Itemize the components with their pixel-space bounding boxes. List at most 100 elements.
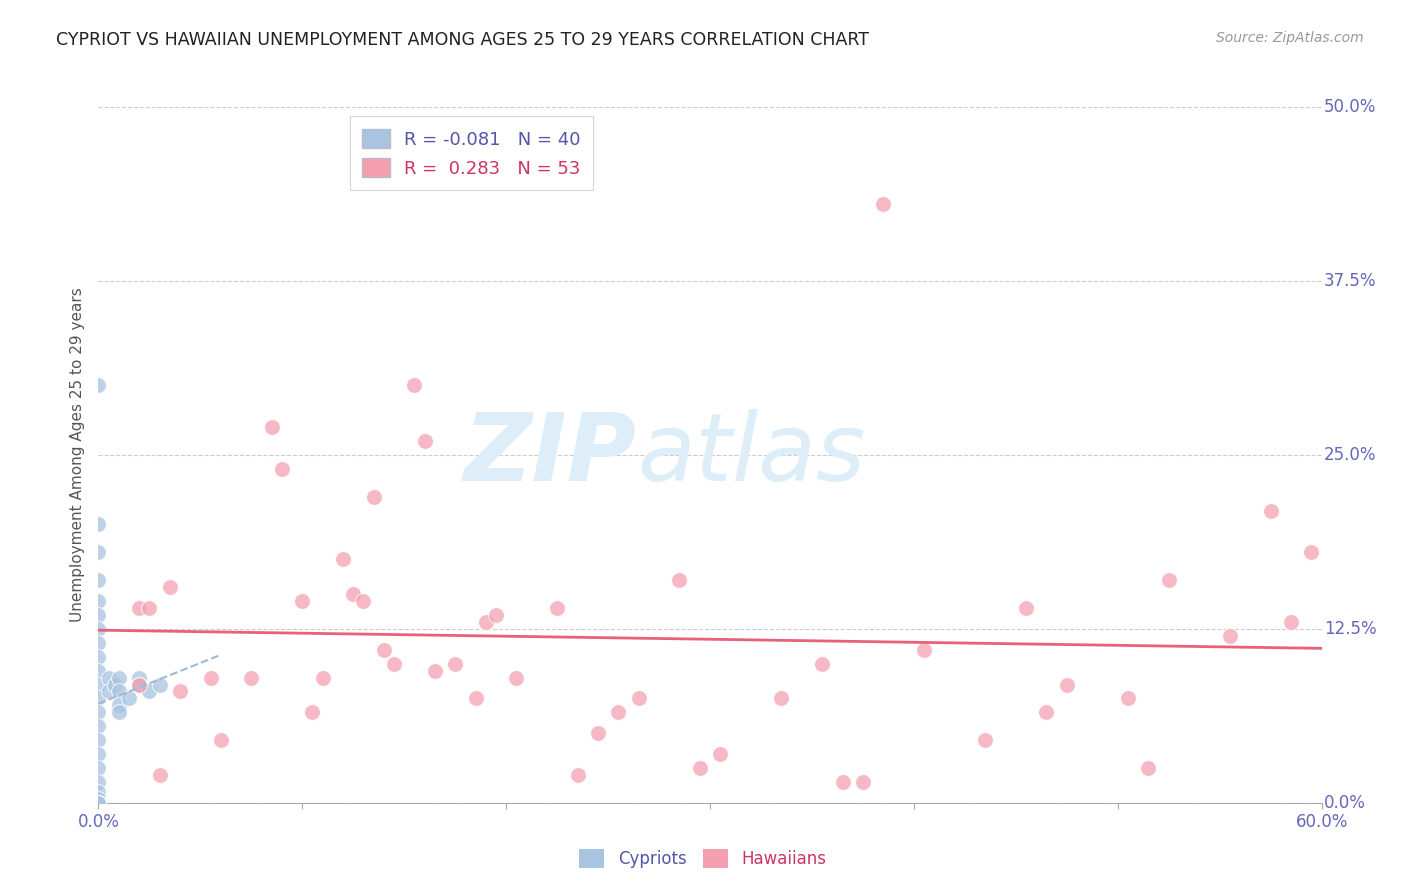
Point	[382, 657, 405, 671]
Point	[104, 677, 127, 691]
Point	[87, 747, 110, 761]
Text: 25.0%: 25.0%	[1324, 446, 1376, 464]
Point	[312, 671, 335, 685]
Text: 37.5%: 37.5%	[1324, 272, 1376, 290]
Point	[87, 796, 110, 810]
Point	[169, 684, 191, 698]
Y-axis label: Unemployment Among Ages 25 to 29 years: Unemployment Among Ages 25 to 29 years	[69, 287, 84, 623]
Point	[128, 677, 150, 691]
Point	[1035, 706, 1057, 720]
Point	[373, 642, 395, 657]
Point	[1116, 691, 1139, 706]
Point	[87, 649, 110, 664]
Point	[474, 615, 498, 629]
Text: CYPRIOT VS HAWAIIAN UNEMPLOYMENT AMONG AGES 25 TO 29 YEARS CORRELATION CHART: CYPRIOT VS HAWAIIAN UNEMPLOYMENT AMONG A…	[56, 31, 869, 49]
Point	[709, 747, 731, 761]
Point	[87, 796, 110, 810]
Point	[97, 684, 120, 698]
Point	[87, 573, 110, 587]
Point	[627, 691, 650, 706]
Point	[87, 733, 110, 747]
Point	[149, 677, 172, 691]
Point	[546, 601, 568, 615]
Text: Source: ZipAtlas.com: Source: ZipAtlas.com	[1216, 31, 1364, 45]
Point	[200, 671, 222, 685]
Point	[87, 791, 110, 805]
Point	[87, 594, 110, 608]
Legend: Cypriots, Hawaiians: Cypriots, Hawaiians	[572, 843, 834, 875]
Point	[404, 378, 426, 392]
Point	[159, 580, 181, 594]
Point	[301, 706, 323, 720]
Point	[128, 677, 150, 691]
Point	[87, 545, 110, 559]
Point	[423, 664, 446, 678]
Text: atlas: atlas	[637, 409, 865, 500]
Point	[444, 657, 467, 671]
Point	[87, 785, 110, 799]
Point	[87, 622, 110, 636]
Point	[1157, 573, 1180, 587]
Point	[128, 671, 150, 685]
Point	[87, 796, 110, 810]
Point	[831, 775, 853, 789]
Point	[332, 552, 354, 566]
Point	[342, 587, 364, 601]
Point	[912, 642, 935, 657]
Point	[108, 684, 131, 698]
Point	[1137, 761, 1160, 775]
Point	[1015, 601, 1038, 615]
Point	[770, 691, 793, 706]
Point	[138, 684, 160, 698]
Point	[149, 768, 172, 782]
Point	[668, 573, 690, 587]
Point	[689, 761, 711, 775]
Point	[1279, 615, 1302, 629]
Text: 0.0%: 0.0%	[1324, 794, 1367, 812]
Point	[87, 796, 110, 810]
Point	[87, 517, 110, 532]
Point	[87, 796, 110, 810]
Point	[586, 726, 609, 740]
Point	[485, 607, 508, 622]
Point	[87, 691, 110, 706]
Point	[352, 594, 374, 608]
Point	[87, 796, 110, 810]
Point	[567, 768, 589, 782]
Point	[108, 698, 131, 713]
Point	[87, 664, 110, 678]
Point	[128, 601, 150, 615]
Point	[87, 719, 110, 733]
Point	[1219, 629, 1241, 643]
Point	[118, 691, 141, 706]
Point	[138, 601, 160, 615]
Point	[852, 775, 875, 789]
Point	[505, 671, 527, 685]
Point	[607, 706, 630, 720]
Point	[291, 594, 314, 608]
Point	[872, 197, 894, 211]
Text: 12.5%: 12.5%	[1324, 620, 1376, 638]
Text: ZIP: ZIP	[464, 409, 637, 501]
Point	[87, 706, 110, 720]
Point	[260, 420, 283, 434]
Point	[413, 434, 436, 448]
Point	[1056, 677, 1078, 691]
Point	[87, 775, 110, 789]
Point	[97, 671, 120, 685]
Point	[87, 378, 110, 392]
Text: 50.0%: 50.0%	[1324, 98, 1376, 116]
Point	[240, 671, 263, 685]
Point	[87, 761, 110, 775]
Legend: R = -0.081   N = 40, R =  0.283   N = 53: R = -0.081 N = 40, R = 0.283 N = 53	[350, 116, 593, 190]
Point	[811, 657, 834, 671]
Point	[1260, 503, 1282, 517]
Point	[974, 733, 997, 747]
Point	[1301, 545, 1323, 559]
Point	[87, 636, 110, 650]
Point	[108, 671, 131, 685]
Point	[464, 691, 486, 706]
Point	[270, 462, 294, 476]
Point	[87, 796, 110, 810]
Point	[87, 796, 110, 810]
